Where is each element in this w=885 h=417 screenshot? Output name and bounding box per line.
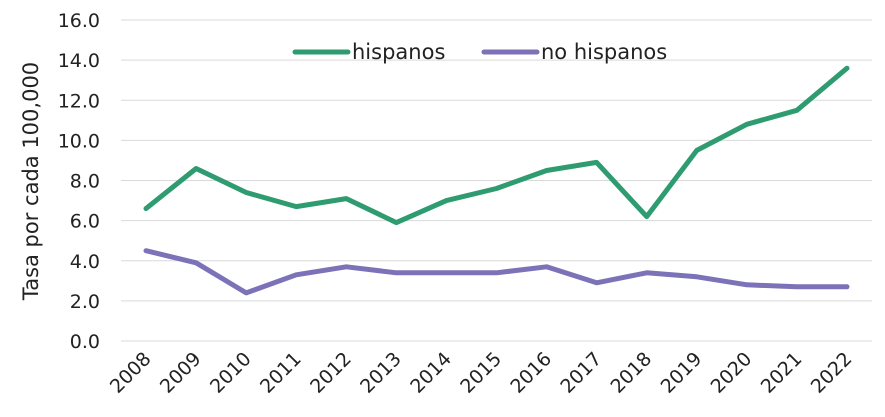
x-tick-label: 2013 (356, 348, 406, 398)
x-tick-label: 2012 (306, 348, 356, 398)
legend-label-no-hispanos: no hispanos (541, 40, 667, 64)
x-tick-label: 2015 (456, 348, 506, 398)
y-tick-label: 0.0 (70, 331, 100, 353)
gridlines (121, 19, 872, 342)
y-axis-title: Tasa por cada 100,000 (19, 62, 43, 301)
x-tick-label: 2018 (606, 348, 656, 398)
legend-label-hispanos: hispanos (352, 40, 445, 64)
x-tick-label: 2020 (707, 348, 757, 398)
y-tick-label: 16.0 (58, 10, 100, 32)
legend: hispanos no hispanos (292, 40, 667, 64)
x-tick-label: 2019 (657, 348, 707, 398)
x-axis-ticks: 2008 2009 2010 2011 2012 2013 2014 2015 2016 2017… (106, 348, 857, 398)
x-tick-label: 2011 (256, 348, 306, 398)
x-tick-label: 2021 (757, 348, 807, 398)
y-tick-label: 12.0 (58, 90, 100, 112)
y-tick-label: 6.0 (70, 211, 100, 233)
x-tick-label: 2010 (206, 348, 256, 398)
x-tick-label: 2017 (556, 348, 606, 398)
series-line-hispanos (143, 65, 850, 226)
y-axis-ticks: 0.0 2.0 4.0 6.0 8.0 10.0 12.0 14.0 16.0 (58, 10, 100, 353)
series-line-no-hispanos (143, 248, 850, 296)
x-tick-label: 2016 (506, 348, 556, 398)
x-tick-label: 2022 (807, 348, 857, 398)
y-tick-label: 14.0 (58, 50, 100, 72)
series-lines (143, 65, 850, 296)
y-tick-label: 8.0 (70, 171, 100, 193)
x-tick-label: 2014 (406, 348, 456, 398)
x-tick-label: 2009 (156, 348, 206, 398)
x-tick-label: 2008 (106, 348, 156, 398)
y-tick-label: 10.0 (58, 130, 100, 152)
y-tick-label: 2.0 (70, 291, 100, 313)
y-tick-label: 4.0 (70, 251, 100, 273)
